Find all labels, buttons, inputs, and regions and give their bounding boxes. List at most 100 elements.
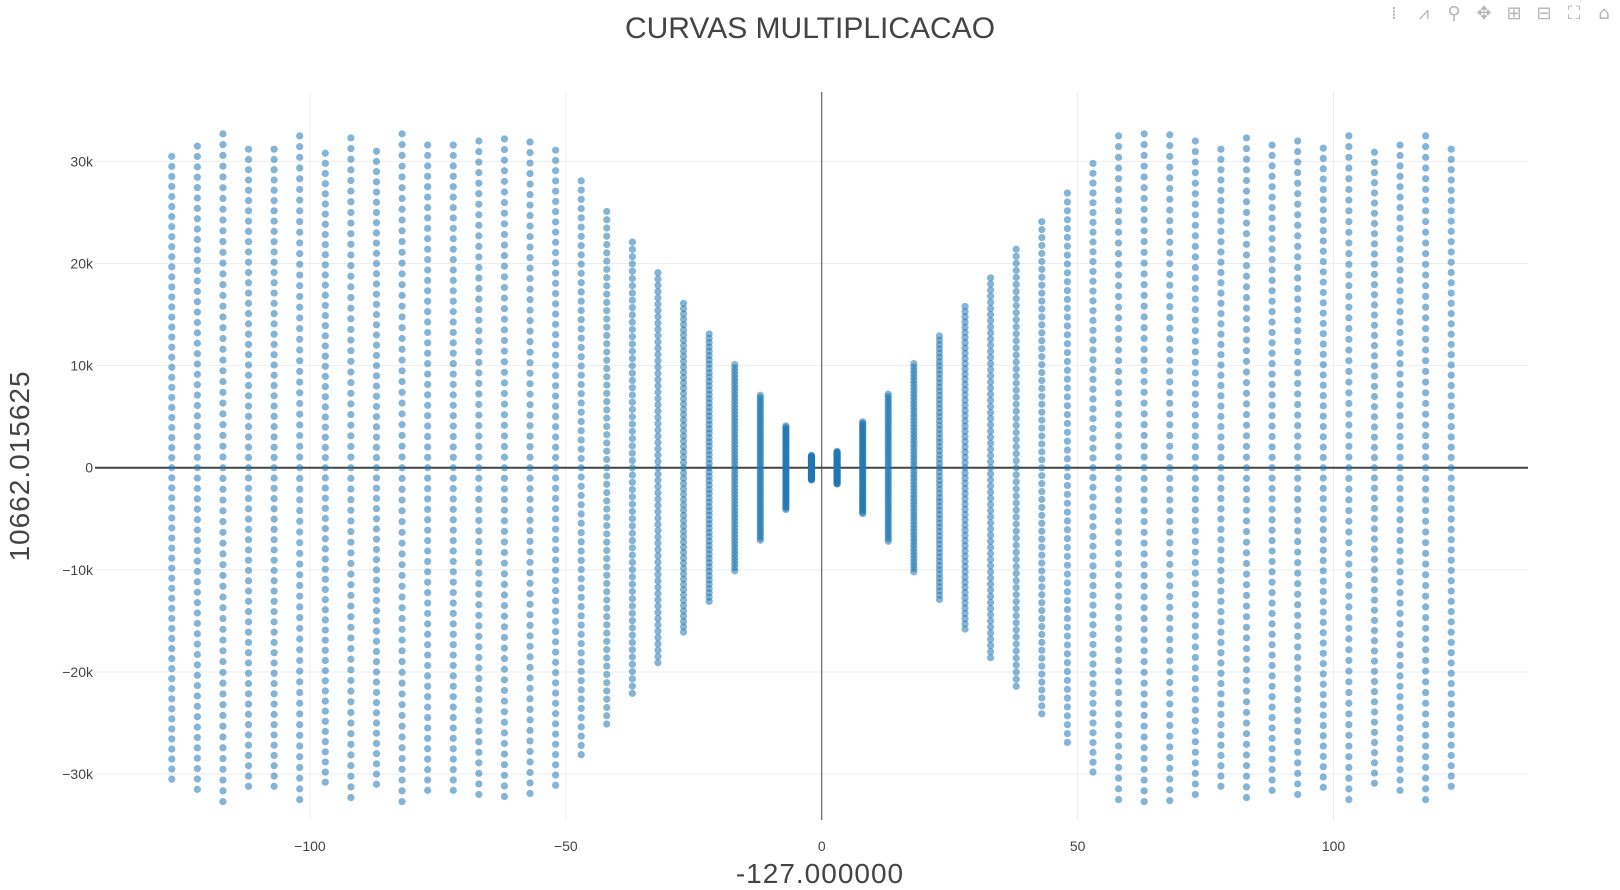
data-point[interactable] [987, 482, 995, 490]
data-point[interactable] [321, 626, 329, 634]
data-point[interactable] [500, 559, 509, 567]
data-point[interactable] [961, 328, 969, 337]
data-point[interactable] [1063, 437, 1071, 445]
data-point[interactable] [424, 141, 432, 149]
data-point[interactable] [679, 617, 688, 626]
data-point[interactable] [1396, 589, 1404, 597]
data-point[interactable] [1422, 143, 1430, 151]
data-point[interactable] [321, 413, 329, 421]
data-point[interactable] [424, 765, 432, 774]
data-point[interactable] [168, 353, 176, 361]
data-point[interactable] [168, 212, 176, 221]
data-point[interactable] [219, 162, 227, 170]
data-point[interactable] [270, 762, 278, 770]
data-point[interactable] [603, 563, 611, 571]
data-point[interactable] [654, 294, 662, 302]
data-point[interactable] [219, 604, 227, 612]
data-point[interactable] [1447, 268, 1455, 277]
data-point[interactable] [1370, 270, 1379, 278]
data-point[interactable] [1012, 555, 1020, 563]
data-point[interactable] [347, 347, 355, 355]
data-point[interactable] [1166, 743, 1174, 751]
data-point[interactable] [424, 318, 432, 326]
data-point[interactable] [1447, 566, 1455, 575]
data-point[interactable] [500, 623, 509, 631]
data-point[interactable] [1294, 316, 1302, 324]
data-point[interactable] [1217, 176, 1225, 184]
data-point[interactable] [244, 484, 253, 492]
data-point[interactable] [424, 193, 432, 201]
data-point[interactable] [1447, 176, 1455, 184]
data-point[interactable] [1191, 421, 1199, 430]
data-point[interactable] [1038, 638, 1046, 646]
data-point[interactable] [1268, 432, 1276, 441]
data-point[interactable] [1422, 710, 1430, 718]
data-point[interactable] [1242, 368, 1251, 376]
data-point[interactable] [1319, 701, 1327, 709]
data-point[interactable] [1114, 678, 1123, 686]
data-point[interactable] [1396, 557, 1404, 566]
data-point[interactable] [1038, 384, 1046, 392]
data-point[interactable] [1294, 632, 1302, 640]
data-point[interactable] [1089, 552, 1097, 560]
data-point[interactable] [193, 370, 201, 378]
data-point[interactable] [500, 750, 509, 758]
data-point[interactable] [1012, 358, 1020, 366]
data-point[interactable] [628, 602, 636, 610]
data-point[interactable] [398, 507, 406, 515]
data-point[interactable] [1370, 413, 1379, 421]
data-point[interactable] [347, 634, 355, 642]
data-point[interactable] [193, 433, 201, 441]
data-point[interactable] [449, 151, 457, 160]
data-point[interactable] [168, 263, 176, 271]
data-point[interactable] [1447, 423, 1455, 431]
data-point[interactable] [424, 713, 432, 722]
data-point[interactable] [475, 727, 483, 735]
data-point[interactable] [296, 346, 304, 354]
data-point[interactable] [475, 147, 483, 156]
data-point[interactable] [219, 367, 227, 375]
data-point[interactable] [654, 325, 662, 333]
data-point[interactable] [1370, 311, 1379, 319]
data-point[interactable] [168, 644, 176, 653]
data-point[interactable] [398, 345, 406, 353]
data-point[interactable] [1268, 412, 1276, 420]
data-point[interactable] [1370, 331, 1379, 340]
data-point[interactable] [1140, 701, 1148, 709]
data-point[interactable] [603, 654, 611, 662]
data-point[interactable] [679, 305, 688, 313]
data-point[interactable] [552, 689, 560, 697]
data-point[interactable] [270, 782, 278, 790]
data-point[interactable] [628, 675, 636, 683]
show-closest-data-icon[interactable]: ⁞ [1391, 2, 1397, 24]
data-point[interactable] [1089, 650, 1097, 658]
data-point[interactable] [679, 469, 688, 477]
data-point[interactable] [603, 331, 611, 340]
data-point[interactable] [296, 303, 304, 311]
data-point[interactable] [1294, 780, 1302, 788]
data-point[interactable] [1242, 251, 1251, 259]
data-point[interactable] [1242, 517, 1251, 525]
data-point[interactable] [1345, 228, 1353, 236]
data-point[interactable] [1422, 742, 1430, 750]
data-point[interactable] [1447, 751, 1455, 760]
data-point[interactable] [987, 451, 995, 460]
data-point[interactable] [500, 644, 509, 652]
data-point[interactable] [987, 611, 995, 619]
data-point[interactable] [1319, 350, 1327, 358]
data-point[interactable] [526, 380, 534, 388]
data-point[interactable] [372, 535, 381, 543]
data-point[interactable] [168, 614, 176, 623]
data-point[interactable] [1242, 272, 1251, 280]
data-point[interactable] [1242, 262, 1251, 270]
data-point[interactable] [168, 323, 176, 331]
data-point[interactable] [654, 596, 662, 604]
data-point[interactable] [961, 609, 969, 618]
data-point[interactable] [244, 299, 253, 307]
data-point[interactable] [552, 433, 560, 441]
data-point[interactable] [1242, 304, 1251, 312]
data-point[interactable] [424, 557, 432, 566]
data-point[interactable] [1345, 688, 1353, 697]
data-point[interactable] [449, 380, 457, 389]
data-point[interactable] [628, 354, 636, 363]
